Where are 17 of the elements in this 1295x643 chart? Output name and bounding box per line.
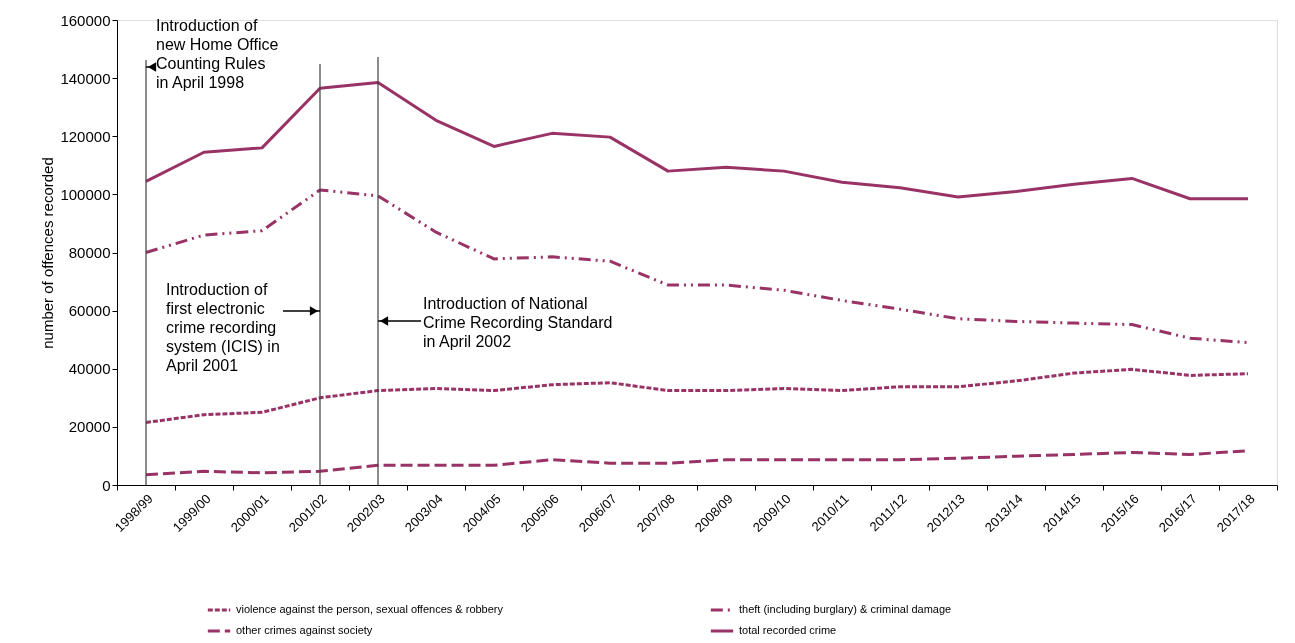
y-tick-label: 140000 <box>60 69 111 87</box>
y-tick-label: 100000 <box>60 185 111 203</box>
y-tick-label: 120000 <box>60 127 111 145</box>
y-tick-label: 80000 <box>68 244 111 261</box>
y-tick-label: 60000 <box>68 302 111 320</box>
ref-line-label: Introduction of first electronic crime recording system (ICIS) in April 2001 <box>166 281 280 374</box>
legend-label: theft (including burglary) & criminal damage <box>739 603 952 615</box>
y-axis-title: number of offences recorded <box>39 157 57 349</box>
y-tick-label: 160000 <box>60 11 111 29</box>
legend-label: total recorded crime <box>739 624 837 636</box>
y-tick-label: 0 <box>102 476 111 494</box>
legend-label: other crimes against society <box>236 624 373 636</box>
ref-line-label: Introduction of new Home Office Counting Rules in April 1998 <box>156 17 279 91</box>
y-tick-label: 20000 <box>68 418 111 436</box>
ref-line-label: Introduction of National Crime Recording Standard in April 2002 <box>423 295 613 350</box>
legend-label: violence against the person, sexual offences & robbery <box>236 603 504 615</box>
y-tick-label: 40000 <box>68 360 111 378</box>
